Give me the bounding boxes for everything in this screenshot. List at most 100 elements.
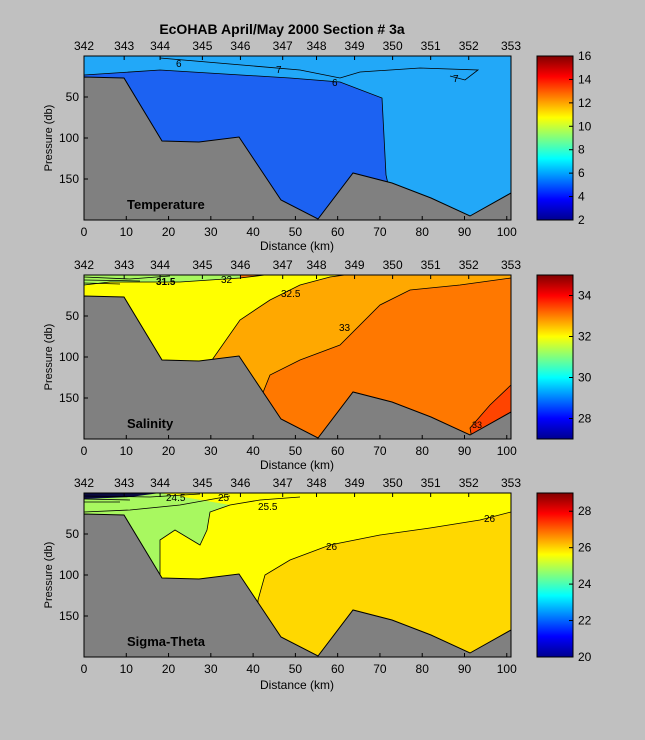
station-label: 350 (383, 476, 403, 490)
sigma-contour (84, 493, 201, 503)
x-axis-label: Distance (km) (260, 239, 334, 253)
salinity-contour-label: 32 (221, 275, 233, 286)
x-tick-label: 40 (246, 225, 260, 239)
x-tick-label: 50 (289, 444, 303, 458)
y-tick-label: 150 (59, 609, 79, 623)
y-tick-label: 100 (59, 350, 79, 364)
station-label: 345 (192, 476, 212, 490)
station-label: 351 (421, 476, 441, 490)
y-axis-label: Pressure (db) (43, 105, 55, 172)
x-tick-label: 0 (81, 662, 88, 676)
colorbar-tick-label: 10 (578, 119, 592, 133)
y-tick-label: 100 (59, 131, 79, 145)
x-tick-label: 10 (120, 662, 134, 676)
temperature-contour (159, 57, 480, 81)
y-tick-label: 50 (66, 90, 80, 104)
colorbar-tick-label: 30 (578, 371, 592, 385)
x-tick-label: 80 (416, 662, 430, 676)
x-tick-label: 10 (120, 225, 134, 239)
x-tick-label: 60 (331, 225, 345, 239)
colorbar-tick-label: 24 (578, 577, 592, 591)
station-label: 353 (501, 39, 521, 53)
station-label: 350 (383, 258, 403, 272)
station-label: 348 (307, 258, 327, 272)
sigma-contour-label: 25 (218, 493, 230, 504)
y-tick-label: 150 (59, 172, 79, 186)
x-tick-label: 70 (373, 225, 387, 239)
colorbar-tick-label: 12 (578, 96, 592, 110)
colorbar-tick-label: 28 (578, 504, 592, 518)
station-label: 351 (421, 258, 441, 272)
station-label: 347 (273, 258, 293, 272)
colorbar-tick-label: 6 (578, 166, 585, 180)
panel-label-sigma-theta: Sigma-Theta (127, 634, 206, 649)
x-tick-label: 100 (497, 444, 517, 458)
panel-label-salinity: Salinity (127, 416, 174, 431)
salinity-contour (84, 275, 171, 285)
x-tick-label: 90 (458, 225, 472, 239)
x-tick-label: 30 (204, 662, 218, 676)
colorbar-temperature (536, 55, 574, 221)
salinity-contour (469, 384, 511, 439)
temperature-contour-label: 6 (176, 59, 182, 70)
figure-title: EcOHAB April/May 2000 Section # 3a (159, 21, 405, 37)
station-label: 352 (459, 258, 479, 272)
station-label: 344 (150, 258, 170, 272)
panel-label-temperature: Temperature (127, 197, 205, 212)
colorbar-tick-label: 34 (578, 289, 592, 303)
sigma-contour-label: 25.5 (258, 502, 278, 513)
salinity-contour-label: 33 (339, 323, 351, 334)
temperature-contour-label: 7 (276, 65, 282, 76)
y-tick-label: 50 (66, 527, 80, 541)
colorbar-tick-label: 8 (578, 143, 585, 157)
axes-2: 0 10 20 30 40 50 60 70 80 90 100 342 343 344 345 346 347… (59, 258, 592, 458)
salinity-contour (84, 275, 266, 286)
sigma-contour-label: 24.5 (166, 493, 186, 504)
x-tick-label: 50 (289, 662, 303, 676)
panel-salinity: 31.5 32 32.5 33 33 Salinity Distance (km… (43, 274, 574, 472)
y-tick-label: 50 (66, 309, 80, 323)
x-tick-label: 0 (81, 225, 88, 239)
x-tick-label: 40 (246, 444, 260, 458)
colorbar-tick-label: 2 (578, 213, 585, 227)
colorbar-tick-label: 4 (578, 190, 585, 204)
bathymetry (84, 76, 511, 220)
x-tick-label: 20 (162, 662, 176, 676)
station-label: 349 (345, 258, 365, 272)
x-tick-label: 60 (331, 662, 345, 676)
station-label: 345 (192, 39, 212, 53)
sigma-contour (84, 495, 231, 513)
y-axis-label: Pressure (db) (43, 542, 55, 609)
x-tick-label: 70 (373, 444, 387, 458)
salinity-contour (261, 277, 511, 439)
salinity-region-32-5 (212, 275, 511, 439)
x-tick-label: 40 (246, 662, 260, 676)
station-label: 352 (459, 476, 479, 490)
y-tick-label: 150 (59, 391, 79, 405)
salinity-contour-label: 32.5 (281, 289, 301, 300)
x-tick-label: 100 (497, 225, 517, 239)
x-tick-label: 80 (416, 225, 430, 239)
station-label: 353 (501, 476, 521, 490)
station-label: 353 (501, 258, 521, 272)
station-label: 344 (150, 476, 170, 490)
colorbar-sigma-theta (536, 492, 574, 658)
station-label: 351 (421, 39, 441, 53)
sigma-contour-label: 26 (326, 542, 338, 553)
panel-temperature: 6 7 6 7 Temperature Distance (km) Pressu… (43, 55, 574, 253)
station-label: 348 (307, 476, 327, 490)
station-label: 342 (74, 476, 94, 490)
x-tick-label: 0 (81, 444, 88, 458)
station-label: 346 (230, 39, 250, 53)
y-tick-label: 100 (59, 568, 79, 582)
x-tick-label: 30 (204, 444, 218, 458)
station-label: 342 (74, 258, 94, 272)
station-label: 346 (230, 258, 250, 272)
x-tick-label: 90 (458, 444, 472, 458)
station-label: 346 (230, 476, 250, 490)
station-label: 343 (114, 476, 134, 490)
station-label: 343 (114, 258, 134, 272)
colorbar-tick-label: 28 (578, 412, 592, 426)
axes-3: 0 10 20 30 40 50 60 70 80 90 100 342 343 344 345 346 347… (59, 476, 592, 676)
